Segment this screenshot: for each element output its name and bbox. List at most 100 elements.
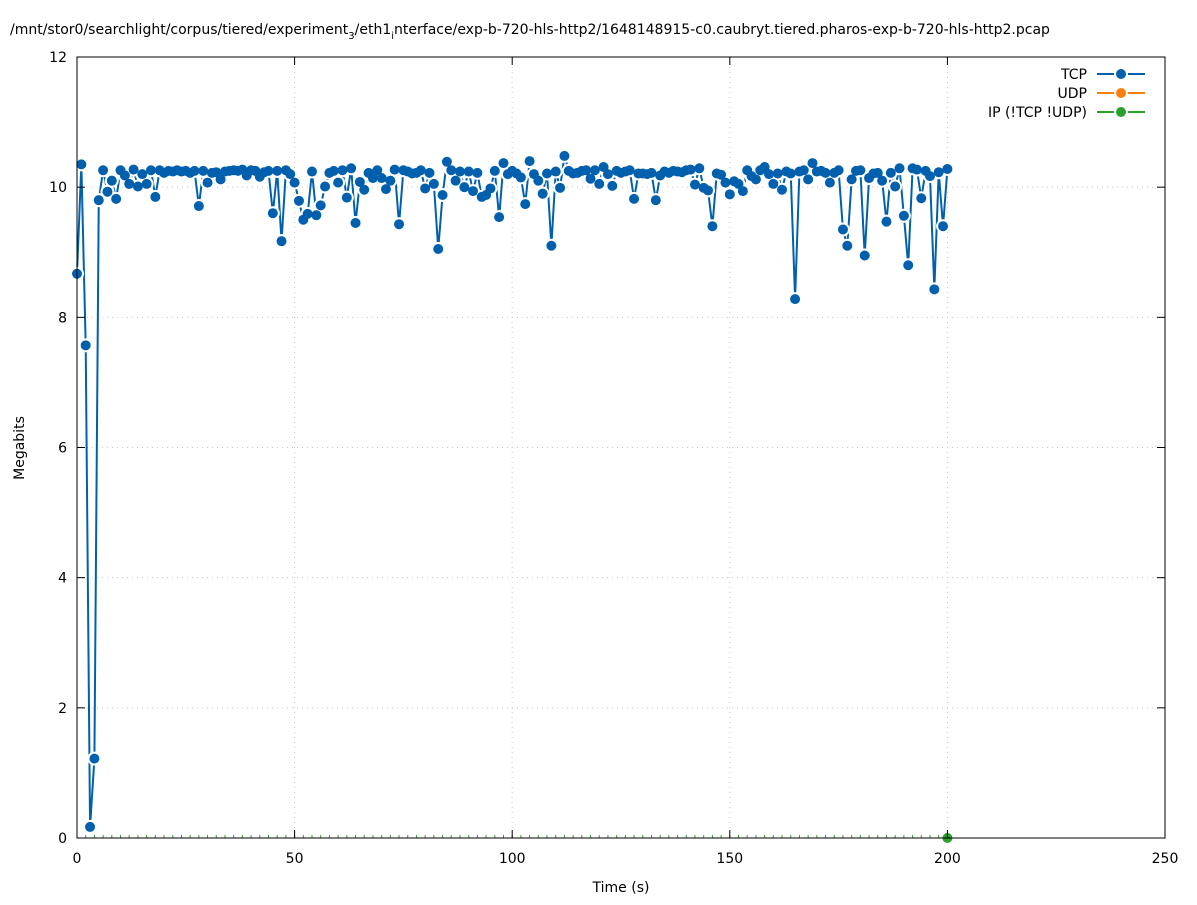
data-point (98, 165, 109, 176)
data-point (594, 178, 605, 189)
data-point (263, 165, 274, 176)
axis-ticks: 0 50 100 150 200 250 0 2 4 6 8 10 12 (49, 50, 1178, 867)
data-point (837, 224, 848, 235)
data-point (924, 171, 935, 182)
data-point (354, 176, 365, 187)
data-point (724, 189, 735, 200)
title-subscript-1: 3 (348, 31, 354, 42)
data-point (394, 219, 405, 230)
data-point (311, 210, 322, 221)
data-point (942, 163, 953, 174)
data-point (877, 175, 888, 186)
data-point (376, 173, 387, 184)
data-point (533, 175, 544, 186)
data-point (494, 212, 505, 223)
data-point (124, 178, 135, 189)
data-point (76, 159, 87, 170)
y-tick-label: 6 (58, 441, 67, 457)
x-tick-label: 250 (1152, 851, 1179, 867)
data-point (415, 165, 426, 176)
data-point (790, 294, 801, 305)
data-point (737, 186, 748, 197)
legend-label: IP (!TCP !UDP) (988, 105, 1087, 121)
data-point (337, 165, 348, 176)
data-point (85, 821, 96, 832)
data-point (80, 340, 91, 351)
data-point (824, 177, 835, 188)
legend-item-tcp: TCP (1060, 67, 1145, 83)
data-point (111, 193, 122, 204)
x-tick-label: 50 (286, 851, 304, 867)
data-point (685, 164, 696, 175)
data-point (689, 179, 700, 190)
plot-area (70, 148, 955, 843)
data-point (446, 165, 457, 176)
data-point (833, 165, 844, 176)
data-point (302, 208, 313, 219)
data-point (450, 175, 461, 186)
legend-label: UDP (1058, 86, 1087, 102)
y-tick-label: 8 (58, 310, 67, 326)
data-point (346, 163, 357, 174)
data-point (703, 185, 714, 196)
data-point (307, 166, 318, 177)
data-point (777, 184, 788, 195)
data-point (772, 168, 783, 179)
title-subscript-2: i (391, 31, 394, 42)
data-point (189, 165, 200, 176)
data-point (624, 165, 635, 176)
data-point (589, 165, 600, 176)
data-point (267, 208, 278, 219)
data-point (389, 164, 400, 175)
y-axis-label: Megabits (12, 416, 28, 480)
data-point (102, 186, 113, 197)
data-point (437, 189, 448, 200)
data-point (276, 236, 287, 247)
data-point (150, 191, 161, 202)
data-point (128, 164, 139, 175)
data-point (515, 172, 526, 183)
title-part-3: nterface/exp-b-720-hls-http2/1648148915-… (394, 22, 1050, 38)
data-point (894, 163, 905, 174)
y-tick-label: 2 (58, 701, 67, 717)
x-tick-label: 0 (73, 851, 82, 867)
data-point (768, 178, 779, 189)
legend-item-ip-tcp-udp: IP (!TCP !UDP) (988, 105, 1145, 121)
data-point (872, 167, 883, 178)
data-point (137, 169, 148, 180)
y-tick-label: 12 (49, 50, 67, 66)
data-point (916, 193, 927, 204)
legend-label: TCP (1060, 67, 1087, 83)
data-point (585, 173, 596, 184)
data-point (602, 169, 613, 180)
data-point (629, 193, 640, 204)
data-point (328, 165, 339, 176)
data-point (320, 181, 331, 192)
data-point (855, 165, 866, 176)
data-point (198, 165, 209, 176)
data-point (520, 199, 531, 210)
y-tick-label: 10 (49, 180, 67, 196)
data-point (341, 192, 352, 203)
data-point (807, 158, 818, 169)
data-point (424, 167, 435, 178)
data-point (293, 195, 304, 206)
y-tick-label: 4 (58, 571, 67, 587)
data-point (763, 169, 774, 180)
legend: TCP UDP IP (!TCP !UDP) (988, 67, 1145, 121)
data-point (890, 181, 901, 192)
data-point (285, 169, 296, 180)
x-tick-label: 100 (499, 851, 526, 867)
data-point (546, 240, 557, 251)
data-point (938, 221, 949, 232)
data-point (385, 175, 396, 186)
data-point (106, 175, 117, 186)
data-point (433, 243, 444, 254)
data-point (646, 167, 657, 178)
data-point (272, 165, 283, 176)
data-point (193, 201, 204, 212)
data-point (89, 753, 100, 764)
chart-title: /mnt/stor0/searchlight/corpus/tiered/exp… (10, 22, 1050, 42)
